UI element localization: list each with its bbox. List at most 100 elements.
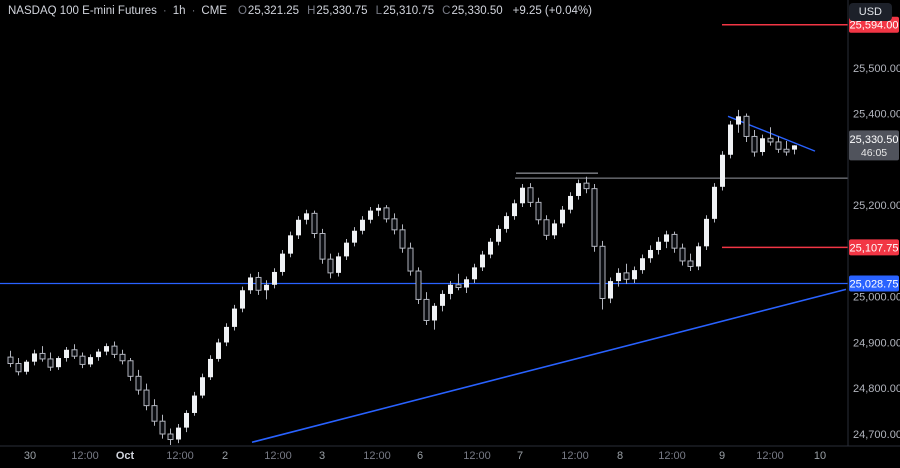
down-candle — [423, 298, 430, 321]
up-candle — [24, 361, 29, 372]
currency-button[interactable]: USD — [848, 3, 892, 21]
descending-minitrend[interactable] — [727, 115, 816, 152]
ohlc-readout: O 25,321.25 H 25,330.75 L 25,310.75 C 25,330… — [238, 5, 503, 17]
price-level-badge — [849, 239, 899, 256]
down-candle — [47, 358, 54, 368]
up-candle — [648, 249, 653, 259]
up-candle — [792, 145, 797, 150]
up-candle — [176, 427, 181, 440]
up-candle — [720, 154, 725, 187]
up-candle — [360, 219, 365, 231]
price-tick-label: 25,000.00 — [853, 292, 900, 304]
up-candle — [96, 351, 101, 358]
up-candle — [208, 358, 213, 378]
down-candle — [111, 345, 118, 355]
up-candle — [552, 223, 557, 236]
down-candle — [687, 260, 694, 267]
time-axis-label: 10 — [814, 450, 826, 462]
down-candle — [319, 233, 326, 260]
candle-series[interactable] — [7, 109, 797, 445]
up-candle — [632, 270, 637, 280]
low-value: 25,310.75 — [382, 5, 435, 17]
down-candle — [135, 375, 142, 391]
ascending-trendline[interactable] — [251, 288, 847, 444]
close-value: 25,330.50 — [451, 5, 503, 17]
down-candle — [327, 258, 334, 274]
price-level-badge — [849, 275, 899, 292]
price-tick-label: 24,900.00 — [853, 337, 900, 349]
up-candle — [200, 377, 205, 396]
exchange-label[interactable]: CME — [201, 5, 227, 17]
down-candle — [167, 433, 174, 441]
down-candle — [79, 355, 86, 365]
time-axis-label: 12:00 — [363, 450, 391, 462]
symbol-title[interactable]: NASDAQ 100 E-mini Futures — [8, 5, 157, 17]
up-candle — [184, 412, 189, 428]
up-candle — [288, 235, 293, 254]
high-label: H — [307, 5, 316, 17]
up-candle — [224, 326, 229, 343]
time-axis-label: 12:00 — [561, 450, 589, 462]
down-candle — [543, 219, 550, 236]
high-value: 25,330.75 — [316, 5, 368, 17]
up-candle — [352, 230, 357, 243]
time-axis-label: 12:00 — [756, 450, 784, 462]
down-candle — [71, 349, 78, 357]
up-candle — [512, 203, 517, 217]
down-candle — [783, 148, 790, 153]
up-candle — [216, 342, 221, 359]
down-candle — [127, 360, 134, 377]
time-axis[interactable] — [0, 446, 900, 468]
up-candle — [472, 267, 477, 280]
low-label: L — [375, 5, 382, 17]
up-candle — [304, 213, 309, 220]
up-candle — [656, 241, 661, 250]
down-candle — [671, 233, 678, 249]
down-candle — [767, 137, 774, 143]
up-candle — [64, 349, 69, 359]
separator-dot: · — [162, 5, 167, 17]
up-candle — [440, 293, 445, 306]
down-candle — [599, 245, 606, 300]
time-axis-label: 7 — [517, 450, 523, 462]
down-candle — [775, 141, 782, 150]
down-candle — [383, 207, 390, 220]
up-candle — [232, 308, 237, 327]
change-readout: +9.25 (+0.04%) — [512, 5, 592, 17]
time-axis-label: 30 — [24, 450, 36, 462]
time-axis-label: 12:00 — [463, 450, 491, 462]
down-candle — [143, 389, 150, 407]
timeframe-label[interactable]: 1h — [172, 5, 186, 17]
down-candle — [455, 284, 462, 289]
up-candle — [240, 290, 245, 309]
price-level-badge-label: 25,107.75 — [850, 242, 899, 254]
open-label: O — [237, 5, 247, 17]
down-candle — [743, 115, 750, 137]
up-candle — [640, 258, 645, 271]
close-pair: C 25,330.50 — [442, 5, 502, 17]
up-candle — [104, 346, 109, 352]
price-tick-label: 25,200.00 — [853, 200, 900, 212]
chart-header: NASDAQ 100 E-mini Futures · 1h · CME O 25… — [8, 0, 592, 22]
up-candle — [560, 209, 565, 224]
up-candle — [56, 358, 61, 368]
up-candle — [696, 246, 701, 267]
down-candle — [255, 276, 262, 291]
down-candle — [623, 272, 630, 280]
up-candle — [736, 116, 741, 125]
price-tick-label: 24,700.00 — [853, 429, 900, 441]
time-axis-label: 2 — [222, 450, 228, 462]
up-candle — [280, 253, 285, 272]
open-pair: O 25,321.25 — [238, 5, 299, 17]
price-tick-label: 25,500.00 — [853, 63, 900, 75]
down-candle — [39, 352, 46, 360]
up-candle — [704, 218, 709, 247]
time-axis-label: 12:00 — [658, 450, 686, 462]
up-candle — [504, 216, 509, 229]
up-candle — [32, 353, 37, 362]
price-axis[interactable] — [848, 0, 900, 468]
up-candle — [336, 256, 341, 273]
